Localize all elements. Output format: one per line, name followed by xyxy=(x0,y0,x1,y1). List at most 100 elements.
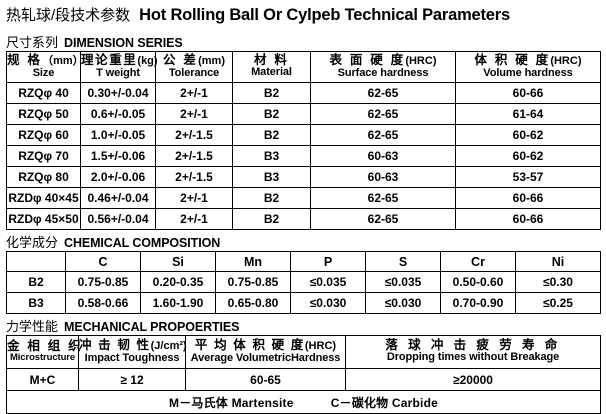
table-row: B2 0.75-0.85 0.20-0.35 0.75-0.85 ≤0.035 … xyxy=(6,271,601,293)
cell-mn: 0.75-0.85 xyxy=(215,271,291,293)
chemical-heading-chinese: 化学成分 xyxy=(6,235,59,250)
cell-impact-toughness: ≥ 12 xyxy=(78,368,186,391)
cell-volume-hardness: 61-64 xyxy=(455,103,601,125)
cell-volume-hardness: 53-57 xyxy=(455,166,601,188)
column-header-si: Si xyxy=(140,251,216,272)
table-row: M+C ≥ 12 60-65 ≥20000 xyxy=(6,368,601,391)
cell-weight: 2.0+/-0.06 xyxy=(80,166,156,188)
cell-tolerance: 2+/-1 xyxy=(155,82,233,104)
legend-martensite-symbol: M－马氏体 xyxy=(169,395,229,410)
cell-tolerance: 2+/-1.5 xyxy=(155,124,233,146)
table-row: RZQφ 70 1.5+/-0.06 2+/-1.5 B3 60-63 60-6… xyxy=(6,145,601,167)
cell-mn: 0.65-0.80 xyxy=(215,292,291,314)
dimension-series-table: 规 格（mm） Size 理论重里(kg) T weight 公 差(mm) T… xyxy=(6,51,601,230)
cell-p: ≤0.030 xyxy=(290,292,366,314)
cell-surface-hardness: 60-63 xyxy=(310,145,456,167)
cell-size: RZDφ 40×45 xyxy=(6,187,81,209)
column-header-theoretical-weight: 理论重里(kg) T weight xyxy=(80,51,158,83)
mechanical-heading-english: MECHANICAL PROPOERTIES xyxy=(64,320,240,334)
cell-weight: 0.56+/-0.04 xyxy=(80,208,156,230)
legend-cell: M－马氏体 Martensite C－碳化物 Carbide xyxy=(6,390,601,414)
cell-weight: 0.6+/-0.05 xyxy=(80,103,156,125)
cell-size: RZQφ 80 xyxy=(6,166,81,188)
cell-ni: ≤0.25 xyxy=(515,292,601,314)
table-row: RZDφ 45×50 0.56+/-0.04 2+/-1 B2 62-65 60… xyxy=(6,208,601,230)
cell-surface-hardness: 62-65 xyxy=(310,208,456,230)
chemical-heading-english: CHEMICAL COMPOSITION xyxy=(64,236,221,250)
cell-ni: ≤0.30 xyxy=(515,271,601,293)
cell-tolerance: 2+/-1.5 xyxy=(155,145,233,167)
cell-weight: 0.30+/-0.04 xyxy=(80,82,156,104)
column-header-average-volumetric-hardness: 平 均 体 积 硬 度(HRC) Average VolumetricHardn… xyxy=(185,335,346,369)
cell-grade: B3 xyxy=(6,292,66,314)
mechanical-properties-table: 金 相 组 织 Microstructure 冲 击 韧 性(J/cm²) Im… xyxy=(6,335,601,414)
cell-size: RZQφ 70 xyxy=(6,145,81,167)
cell-s: ≤0.035 xyxy=(365,271,441,293)
cell-surface-hardness: 62-65 xyxy=(310,82,456,104)
cell-material: B3 xyxy=(232,166,311,188)
cell-material: B3 xyxy=(232,145,311,167)
cell-si: 0.20-0.35 xyxy=(140,271,216,293)
column-header-microstructure: 金 相 组 织 Microstructure xyxy=(6,335,81,369)
cell-size: RZQφ 40 xyxy=(6,82,81,104)
cell-material: B2 xyxy=(232,208,311,230)
cell-size: RZQφ 50 xyxy=(6,103,81,125)
table-row: RZDφ 40×45 0.46+/-0.04 2+/-1 B2 62-65 60… xyxy=(6,187,601,209)
column-header-grade xyxy=(6,251,66,272)
table-row: B3 0.58-0.66 1.60-1.90 0.65-0.80 ≤0.030 … xyxy=(6,292,601,314)
cell-cr: 0.70-0.90 xyxy=(440,292,516,314)
mechanical-heading-chinese: 力学性能 xyxy=(6,319,59,334)
column-header-impact-toughness: 冲 击 韧 性(J/cm²) Impact Toughness xyxy=(78,335,187,369)
cell-c: 0.75-0.85 xyxy=(65,271,141,293)
cell-volume-hardness: 60-62 xyxy=(455,145,601,167)
cell-weight: 1.5+/-0.06 xyxy=(80,145,156,167)
section-heading-chemical: 化学成分 CHEMICAL COMPOSITION xyxy=(6,232,600,251)
cell-volume-hardness: 60-62 xyxy=(455,124,601,146)
cell-tolerance: 2+/-1 xyxy=(155,187,233,209)
cell-grade: B2 xyxy=(6,271,66,293)
page-title-english: Hot Rolling Ball Or Cylpeb Technical Par… xyxy=(139,6,510,24)
legend-carbide-symbol: C－碳化物 xyxy=(330,395,389,410)
cell-material: B2 xyxy=(232,82,311,104)
cell-average-volumetric-hardness: 60-65 xyxy=(185,368,346,391)
cell-microstructure: M+C xyxy=(6,368,79,391)
column-header-size: 规 格（mm） Size xyxy=(6,51,84,83)
column-header-s: S xyxy=(365,251,441,272)
table-row: RZQφ 50 0.6+/-0.05 2+/-1 B2 62-65 61-64 xyxy=(6,103,601,125)
cell-surface-hardness: 62-65 xyxy=(310,103,456,125)
table-footnote-row: M－马氏体 Martensite C－碳化物 Carbide xyxy=(6,390,601,414)
cell-material: B2 xyxy=(232,124,311,146)
cell-size: RZQφ 60 xyxy=(6,124,81,146)
column-header-surface-hardness: 表 面 硬 度(HRC) Surface hardness xyxy=(310,51,456,83)
column-header-p: P xyxy=(290,251,366,272)
cell-weight: 1.0+/-0.05 xyxy=(80,124,156,146)
table-header-row: C Si Mn P S Cr Ni xyxy=(6,251,601,272)
legend-carbide-en: Carbide xyxy=(391,395,438,410)
cell-surface-hardness: 62-65 xyxy=(310,187,456,209)
table-row: RZQφ 80 2.0+/-0.06 2+/-1.5 B3 60-63 53-5… xyxy=(6,166,601,188)
cell-volume-hardness: 60-66 xyxy=(455,82,601,104)
column-header-material: 材 料 Material xyxy=(232,51,311,83)
column-header-ni: Ni xyxy=(515,251,601,272)
section-heading-mechanical: 力学性能 MECHANICAL PROPOERTIES xyxy=(6,316,600,335)
cell-tolerance: 2+/-1.5 xyxy=(155,166,233,188)
table-header-row: 规 格（mm） Size 理论重里(kg) T weight 公 差(mm) T… xyxy=(6,51,601,83)
cell-dropping-times: ≥20000 xyxy=(345,368,601,391)
dimension-heading-english: DIMENSION SERIES xyxy=(64,36,183,50)
cell-material: B2 xyxy=(232,187,311,209)
cell-cr: 0.50-0.60 xyxy=(440,271,516,293)
chemical-composition-table: C Si Mn P S Cr Ni B2 0.75-0.85 0.20-0.35… xyxy=(6,251,601,314)
column-header-mn: Mn xyxy=(215,251,291,272)
cell-c: 0.58-0.66 xyxy=(65,292,141,314)
cell-material: B2 xyxy=(232,103,311,125)
column-header-c: C xyxy=(65,251,141,272)
cell-volume-hardness: 60-66 xyxy=(455,187,601,209)
cell-weight: 0.46+/-0.04 xyxy=(80,187,156,209)
cell-volume-hardness: 60-66 xyxy=(455,208,601,230)
cell-surface-hardness: 60-63 xyxy=(310,166,456,188)
cell-size: RZDφ 45×50 xyxy=(6,208,81,230)
table-row: RZQφ 40 0.30+/-0.04 2+/-1 B2 62-65 60-66 xyxy=(6,82,601,104)
dimension-heading-chinese: 尺寸系列 xyxy=(6,35,59,50)
page-title-chinese: 热轧球/段技术参数 xyxy=(6,7,131,24)
